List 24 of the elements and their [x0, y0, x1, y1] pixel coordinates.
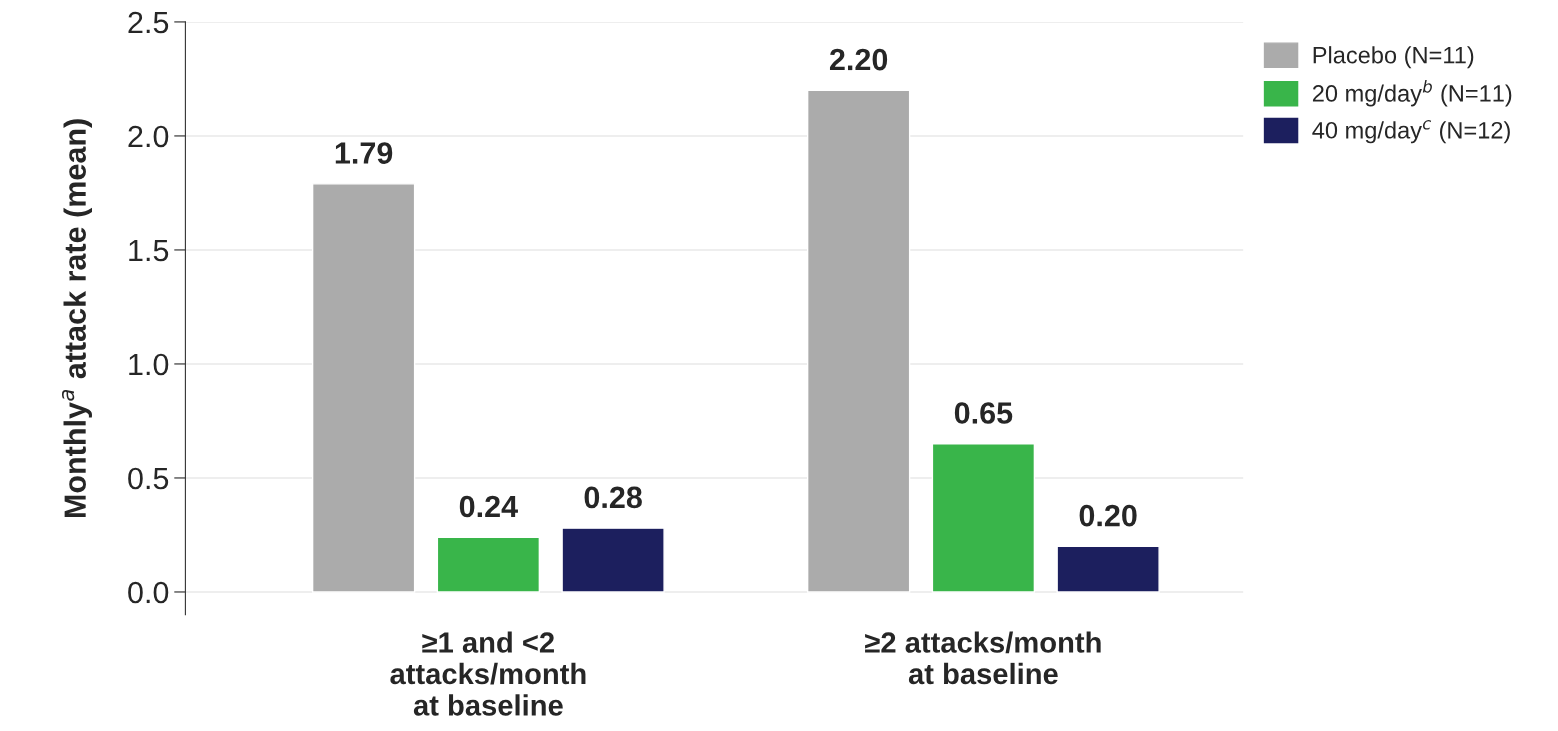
y-tick-label: 1.0 — [129, 353, 169, 376]
y-tick-label: 2.5 — [128, 11, 169, 34]
bar — [311, 183, 416, 593]
x-tick-label: ≥1 and <2 attacks/month at baseline — [390, 631, 586, 716]
legend-label: Placebo (N=11) — [1313, 46, 1474, 69]
data-label: 1.79 — [335, 142, 393, 164]
y-axis-title: Monthly$^{a}$ attack rate (mean) — [61, 119, 92, 518]
x-tick-label: ≥2 attacks/month at baseline — [865, 631, 1101, 685]
legend-label: 20 mg/day$^{b}$ (N=11) — [1312, 79, 1512, 107]
data-label: 0.28 — [584, 486, 642, 509]
y-tick-label: 0.5 — [128, 467, 169, 490]
bar — [806, 89, 911, 593]
y-tick-label: 0.0 — [128, 581, 169, 604]
bar — [561, 527, 665, 593]
bar — [931, 443, 1036, 593]
data-label: 0.65 — [954, 402, 1013, 424]
data-label: 0.24 — [459, 495, 518, 518]
y-tick-label: 2.0 — [128, 125, 169, 148]
bar — [1056, 545, 1160, 593]
data-label: 0.20 — [1079, 504, 1137, 527]
y-tick-label: 1.5 — [129, 240, 169, 262]
data-label: 2.20 — [829, 48, 888, 71]
legend-label: 40 mg/day$^{c}$ (N=12) — [1312, 120, 1510, 144]
bar — [436, 536, 541, 593]
